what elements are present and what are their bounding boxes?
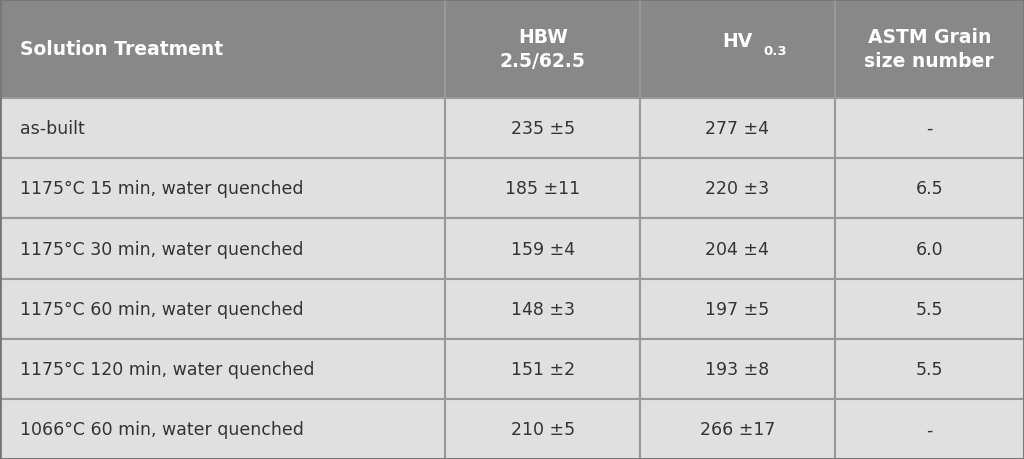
Bar [835,0,1024,99]
Bar [445,159,640,219]
Text: 210 ±5: 210 ±5 [511,420,574,438]
Bar [445,279,640,339]
Bar [445,339,640,399]
Text: HV: HV [722,32,753,50]
Bar [445,99,640,159]
Text: 266 ±17: 266 ±17 [699,420,775,438]
Text: -: - [926,120,933,138]
Bar [835,339,1024,399]
Text: 193 ±8: 193 ±8 [706,360,769,378]
Text: -: - [926,420,933,438]
Bar [640,0,835,99]
Text: 0.3: 0.3 [763,45,786,58]
Bar [640,219,835,279]
Bar [0,99,445,159]
Text: 197 ±5: 197 ±5 [706,300,769,318]
Text: 5.5: 5.5 [915,300,943,318]
Text: HBW
2.5/62.5: HBW 2.5/62.5 [500,28,586,71]
Text: 148 ±3: 148 ±3 [511,300,574,318]
Text: 151 ±2: 151 ±2 [511,360,574,378]
Bar [835,219,1024,279]
Bar [0,219,445,279]
Text: 235 ±5: 235 ±5 [511,120,574,138]
Text: 1066°C 60 min, water quenched: 1066°C 60 min, water quenched [20,420,304,438]
Text: 277 ±4: 277 ±4 [706,120,769,138]
Text: 185 ±11: 185 ±11 [505,180,581,198]
Bar [445,219,640,279]
Text: 5.5: 5.5 [915,360,943,378]
Text: Solution Treatment: Solution Treatment [20,40,223,59]
Bar [835,159,1024,219]
Text: 6.5: 6.5 [915,180,943,198]
Text: 220 ±3: 220 ±3 [706,180,769,198]
Bar [835,99,1024,159]
Text: 1175°C 120 min, water quenched: 1175°C 120 min, water quenched [20,360,315,378]
Bar [0,159,445,219]
Text: 1175°C 60 min, water quenched: 1175°C 60 min, water quenched [20,300,304,318]
Bar [640,339,835,399]
Bar [835,279,1024,339]
Bar [0,399,445,459]
Bar [835,399,1024,459]
Bar [445,399,640,459]
Bar [445,0,640,99]
Text: ASTM Grain
size number: ASTM Grain size number [864,28,994,71]
Bar [640,159,835,219]
Text: 1175°C 15 min, water quenched: 1175°C 15 min, water quenched [20,180,304,198]
Bar [0,279,445,339]
Bar [640,399,835,459]
Bar [640,99,835,159]
Text: 204 ±4: 204 ±4 [706,240,769,258]
Text: 1175°C 30 min, water quenched: 1175°C 30 min, water quenched [20,240,304,258]
Bar [0,339,445,399]
Bar [640,279,835,339]
Text: as-built: as-built [20,120,85,138]
Text: 159 ±4: 159 ±4 [511,240,574,258]
Text: 6.0: 6.0 [915,240,943,258]
Bar [0,0,445,99]
